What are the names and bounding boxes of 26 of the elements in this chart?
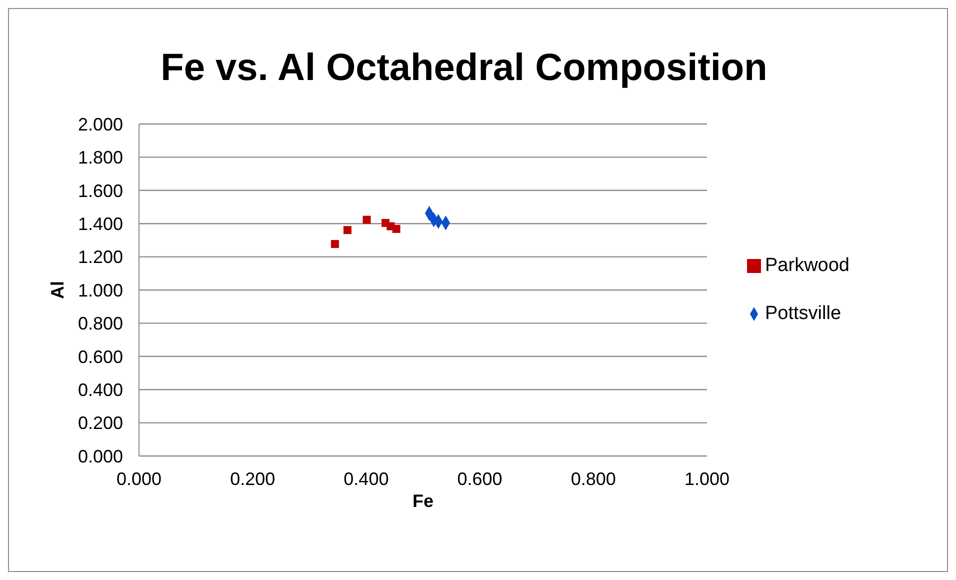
x-tick-label: 0.400 (344, 468, 389, 489)
point (330, 240, 339, 248)
x-tick-label: 0.200 (230, 468, 276, 489)
y-tick-label: 0.000 (78, 446, 123, 466)
x-tick-label: 0.800 (570, 468, 616, 489)
y-tick-label: 1.200 (78, 247, 123, 268)
y-tick-label: 0.400 (78, 380, 123, 400)
y-tick-label: 0.200 (78, 413, 123, 434)
y-tick-label: 1.600 (78, 180, 123, 201)
x-tick-label: 0.000 (116, 468, 162, 489)
y-tick-label: 2.000 (78, 114, 123, 134)
legend-label: Parkwood (765, 255, 850, 276)
chart-title: Fe vs. Al Octahedral Composition (160, 47, 768, 90)
point (392, 224, 400, 233)
x-axis-title: Fe (412, 491, 434, 511)
y-tick-label: 1.400 (78, 214, 123, 234)
x-tick-label: 0.600 (457, 468, 502, 489)
point (362, 216, 371, 224)
point (343, 226, 352, 234)
y-tick-label: 1.000 (78, 280, 123, 300)
legend-label: Pottsville (765, 303, 842, 324)
y-axis-title: Al (47, 281, 68, 299)
y-tick-label: 0.800 (78, 314, 123, 334)
y-tick-label: 1.800 (78, 148, 123, 168)
x-tick-label: 1.000 (684, 468, 730, 489)
y-tick-label: 0.600 (78, 346, 123, 367)
